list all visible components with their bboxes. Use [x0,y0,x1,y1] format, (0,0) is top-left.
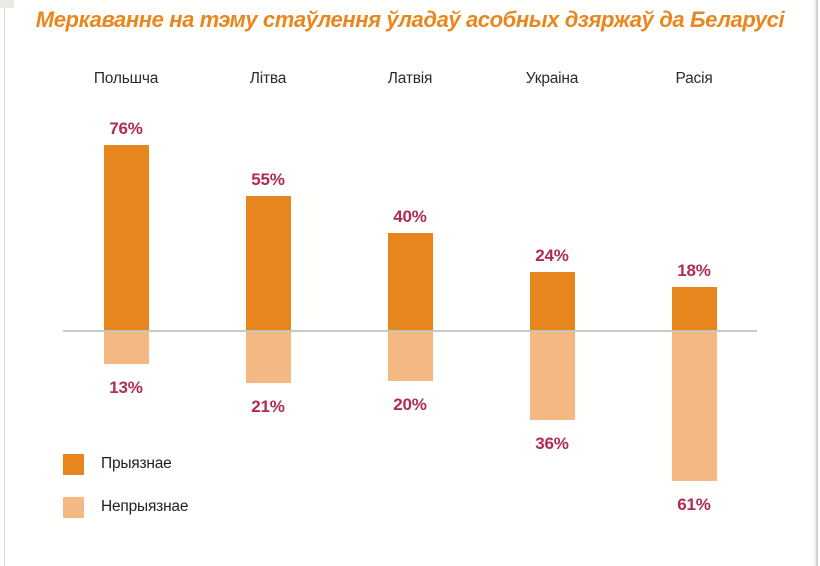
value-label-friendly-1: 76% [109,119,143,138]
bar-unfriendly-2 [245,332,291,383]
page-left-border [4,8,5,566]
category-label-4: Украіна [525,70,579,87]
chart-title: Меркаванне на тэму стаўлення ўладаў асоб… [35,7,785,32]
value-label-unfriendly-3: 20% [393,395,427,414]
category-label-2: Літва [249,70,287,87]
bar-friendly-1 [103,145,149,331]
legend-label-unfriendly: Непрыязнае [101,498,189,515]
bar-unfriendly-3 [387,332,433,381]
value-label-friendly-2: 55% [251,170,285,189]
value-label-friendly-4: 24% [535,246,569,265]
legend-item-friendly: Прыязнае [63,452,188,476]
value-label-friendly-3: 40% [393,207,427,226]
category-label-1: Польшча [93,70,159,87]
bar-unfriendly-5 [671,332,717,481]
bar-friendly-5 [671,287,717,331]
value-label-unfriendly-4: 36% [535,434,569,453]
legend-swatch-friendly [63,453,84,475]
legend-swatch-unfriendly [63,496,84,518]
bar-unfriendly-1 [103,332,149,364]
legend-item-unfriendly: Непрыязнае [63,495,188,519]
value-label-unfriendly-1: 13% [109,378,143,397]
category-label-3: Латвія [387,70,433,87]
page-corner [0,0,14,8]
bar-friendly-2 [245,196,291,331]
category-label-5: Расія [675,70,713,87]
value-label-unfriendly-5: 61% [677,495,711,514]
page-right-border [816,0,818,566]
bar-unfriendly-4 [529,332,575,420]
value-label-friendly-5: 18% [677,261,711,280]
bar-friendly-4 [529,272,575,331]
bar-friendly-3 [387,233,433,331]
legend-label-friendly: Прыязнае [101,455,172,472]
legend: Прыязнае Непрыязнае [63,452,188,519]
value-label-unfriendly-2: 21% [251,397,285,416]
zero-baseline-axis [63,330,757,332]
